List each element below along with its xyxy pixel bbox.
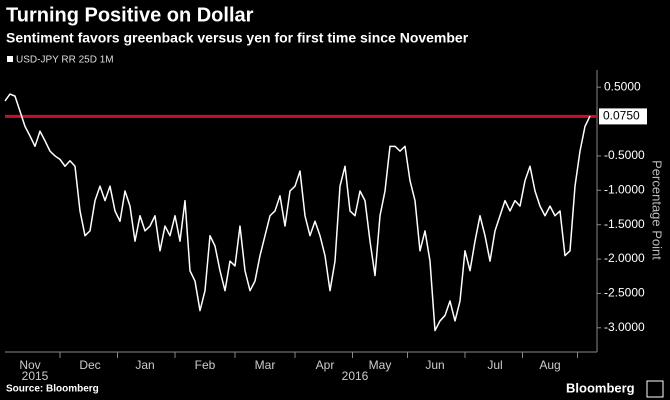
x-tick-label: Nov: [19, 358, 40, 372]
x-tick-label: Jul: [487, 358, 502, 372]
brand-box: [646, 380, 664, 398]
source: Source: Bloomberg: [6, 384, 99, 395]
data-line: [4, 93, 591, 332]
y-tick-label: -3.0000: [604, 320, 645, 334]
legend-label: USD-JPY RR 25D 1M: [16, 55, 114, 66]
legend-swatch: [7, 56, 13, 62]
x-tick-label: Jun: [425, 358, 444, 372]
y-tick-label: -2.0000: [604, 251, 645, 265]
y-tick-label: -2.5000: [604, 286, 645, 300]
y-tick-label: -0.5000: [604, 148, 645, 162]
x-tick-label: Dec: [79, 358, 100, 372]
y-axis-title: Percentage Point: [650, 160, 665, 260]
y-tick-label: -1.0000: [604, 182, 645, 196]
x-tick-label: Feb: [195, 358, 216, 372]
y-tick-label: -1.5000: [604, 217, 645, 231]
x-tick-label: May: [369, 358, 392, 372]
x-tick-label: Jan: [135, 358, 154, 372]
reference-label-box: [599, 108, 647, 125]
x-tick-label: Apr: [316, 358, 335, 372]
x-group-label: 2015: [22, 369, 49, 383]
x-tick-label: Mar: [255, 358, 276, 372]
chart-title: Turning Positive on Dollar: [6, 4, 254, 26]
chart-subtitle: Sentiment favors greenback versus yen fo…: [6, 30, 469, 46]
brand: Bloomberg: [566, 380, 635, 395]
x-tick-label: Aug: [539, 358, 560, 372]
y-tick-label: 0.5000: [604, 79, 641, 93]
reference-label: 0.0750: [603, 109, 640, 123]
x-group-label: 2016: [342, 369, 369, 383]
